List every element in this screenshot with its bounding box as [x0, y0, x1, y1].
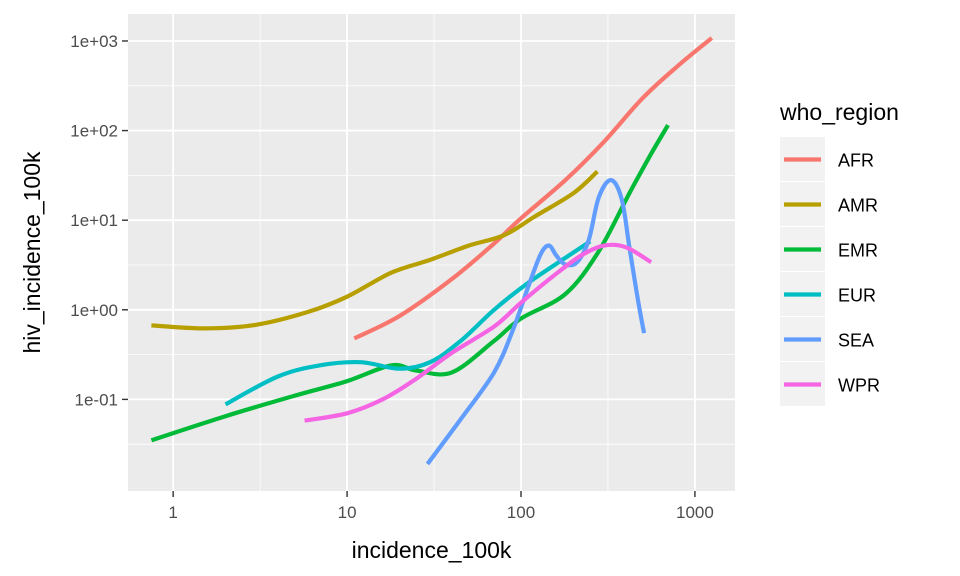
series-lines — [150, 36, 714, 466]
legend-label-sea: SEA — [838, 331, 874, 351]
series-line-amr — [151, 169, 599, 331]
legend-title: who_region — [779, 99, 899, 125]
y-tick-label: 1e-01 — [75, 390, 118, 409]
x-axis-title: incidence_100k — [352, 537, 512, 563]
legend-label-amr: AMR — [838, 196, 878, 216]
y-tick-label: 1e+02 — [70, 122, 118, 141]
x-tick-label: 100 — [507, 503, 535, 522]
y-axis-title: hiv_incidence_100k — [19, 151, 45, 354]
y-tick-label: 1e+03 — [70, 32, 118, 51]
series-line-emr — [150, 124, 670, 443]
x-tick-label: 10 — [338, 503, 357, 522]
legend: who_region AFR AMR EMR EUR SEA WPR — [779, 99, 899, 406]
legend-label-eur: EUR — [838, 286, 876, 306]
x-tick-label: 1000 — [676, 503, 714, 522]
legend-label-wpr: WPR — [838, 376, 880, 396]
y-tick-label: 1e+01 — [70, 211, 118, 230]
legend-label-afr: AFR — [838, 151, 874, 171]
x-tick-label: 1 — [168, 503, 177, 522]
legend-label-emr: EMR — [838, 241, 878, 261]
series-line-afr — [353, 36, 714, 341]
y-tick-label: 1e+00 — [70, 301, 118, 320]
axes: 1 10 100 1000 1e-01 1e+00 1e+01 1e+02 1e+03 — [70, 32, 714, 522]
series-line-wpr — [304, 242, 653, 423]
series-line-eur — [224, 239, 592, 407]
